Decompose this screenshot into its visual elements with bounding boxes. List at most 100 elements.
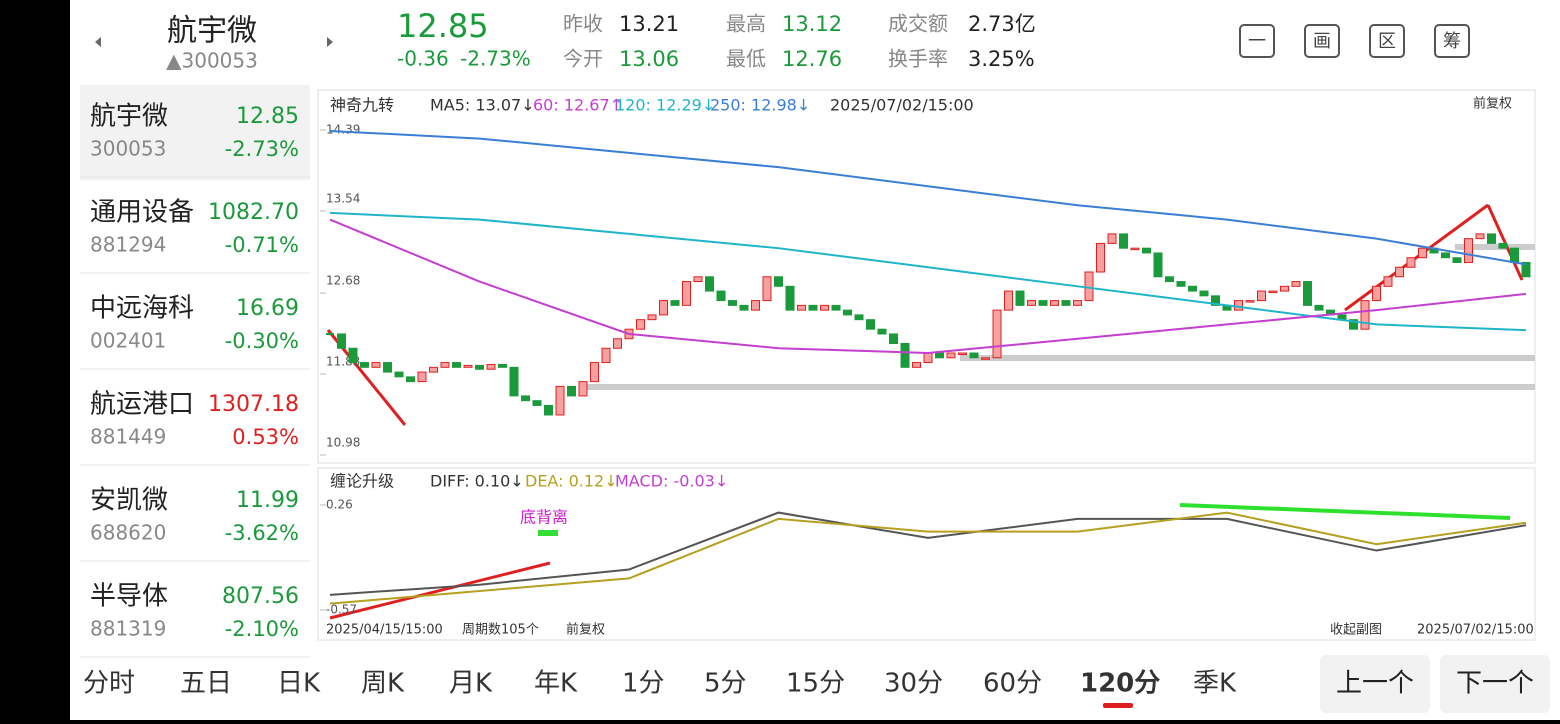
footer-label: 前复权 — [566, 622, 605, 638]
legend-item: MA5: 13.07↓ — [430, 96, 535, 115]
stat-label: 今开 — [563, 47, 603, 71]
ma-line — [329, 218, 1527, 355]
stat-value: 2.73亿 — [968, 12, 1036, 36]
icon-label: 筹 — [1443, 31, 1461, 52]
candle — [1452, 257, 1462, 263]
icon-label: 画 — [1313, 31, 1331, 52]
stat-label: 昨收 — [563, 12, 603, 36]
tab[interactable]: 分时 — [83, 669, 135, 699]
watch-name: 半导体 — [90, 582, 168, 612]
watch-name: 航宇微 — [90, 102, 168, 132]
candle — [452, 362, 461, 368]
icon-box[interactable] — [1369, 24, 1405, 58]
candle — [1395, 266, 1404, 278]
candle — [1234, 300, 1243, 311]
watch-price: 12.85 — [236, 104, 299, 129]
price: 12.85 — [397, 7, 489, 45]
macd-legend: DEA: 0.12↓ — [525, 472, 618, 491]
change: -0.36 — [397, 47, 449, 71]
candle — [693, 276, 703, 283]
candle — [1268, 290, 1278, 294]
watch-name: 中远海科 — [90, 294, 194, 324]
ma-line — [329, 511, 1527, 596]
tab[interactable]: 30分 — [884, 669, 943, 699]
candle — [521, 395, 530, 402]
icon-box[interactable] — [1239, 24, 1275, 58]
candle — [854, 314, 864, 321]
tab[interactable]: 60分 — [983, 669, 1042, 699]
price-panel — [317, 89, 1536, 464]
candle — [739, 304, 749, 311]
candle — [1119, 233, 1128, 249]
candle — [969, 352, 979, 359]
candle — [509, 366, 519, 397]
ma-line — [329, 511, 1527, 605]
candle — [567, 385, 576, 397]
candle — [348, 347, 358, 364]
candle — [590, 362, 599, 383]
y-tick-label: -0.57 — [326, 603, 357, 617]
candle — [992, 309, 1002, 359]
candle — [785, 285, 795, 311]
footer-label: 周期数105个 — [462, 623, 539, 638]
stat-value: 13.21 — [619, 12, 679, 36]
icon-box[interactable] — [1434, 24, 1470, 58]
button-bg[interactable] — [1440, 655, 1550, 713]
selected-row — [80, 85, 310, 180]
candle — [797, 304, 806, 311]
candle — [1372, 285, 1381, 302]
watch-name: 通用设备 — [90, 198, 194, 228]
stat-value: 12.76 — [782, 47, 842, 71]
candle — [1487, 233, 1496, 244]
watch-code: 881449 — [90, 425, 166, 449]
tab[interactable]: 15分 — [786, 669, 845, 699]
button-label[interactable]: 下一个 — [1456, 669, 1534, 699]
candle — [1406, 257, 1416, 268]
watch-code: 688620 — [90, 521, 166, 545]
button-bg[interactable] — [1320, 655, 1430, 713]
next-arrow[interactable] — [327, 37, 333, 47]
stat-label: 成交额 — [888, 12, 948, 36]
watch-price: 16.69 — [236, 296, 299, 321]
tab[interactable]: 季K — [1193, 669, 1237, 699]
candle — [1199, 290, 1209, 297]
tab[interactable]: 五日 — [180, 669, 232, 699]
candle — [1475, 233, 1485, 240]
candle — [440, 362, 450, 368]
divergence-mark — [538, 530, 558, 536]
tab-indicator — [1103, 703, 1133, 708]
legend-item: 120: 12.29↓ — [615, 96, 715, 115]
stat-label: 换手率 — [888, 47, 948, 71]
y-tick-label: 12.68 — [326, 273, 360, 287]
candle — [1418, 247, 1427, 259]
candle — [900, 342, 910, 368]
candle — [716, 290, 726, 302]
candle — [1165, 276, 1174, 283]
y-tick-label: 0.26 — [326, 498, 353, 512]
watch-change: -0.71% — [225, 233, 299, 257]
tab[interactable]: 月K — [449, 669, 493, 699]
tab[interactable]: 5分 — [704, 669, 747, 699]
tab[interactable]: 1分 — [622, 669, 665, 699]
arrows — [326, 203, 1524, 620]
candle — [1464, 238, 1473, 263]
prev-arrow[interactable] — [95, 37, 101, 47]
macd-panel — [317, 467, 1536, 641]
tab[interactable]: 120分 — [1080, 669, 1160, 699]
footer-label: 2025/07/02/15:00 — [1417, 623, 1534, 638]
candle — [1061, 300, 1071, 306]
candle — [463, 364, 473, 368]
watch-change: 0.53% — [232, 425, 299, 449]
change-pct: -2.73% — [460, 47, 531, 71]
candle — [394, 371, 404, 378]
tab[interactable]: 年K — [534, 669, 578, 699]
candle — [544, 404, 553, 416]
candle — [1257, 290, 1266, 302]
tab[interactable]: 周K — [361, 669, 405, 699]
tab[interactable]: 日K — [277, 669, 321, 699]
button-label[interactable]: 上一个 — [1336, 669, 1414, 699]
icon-box[interactable] — [1304, 24, 1340, 58]
watch-name: 航运港口 — [90, 390, 194, 420]
candle — [958, 352, 967, 356]
